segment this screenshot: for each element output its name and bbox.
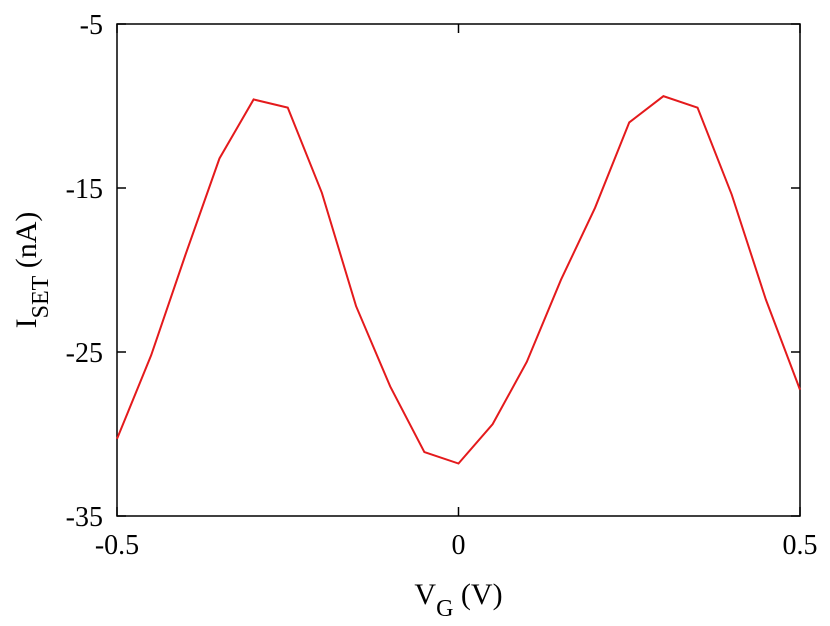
series-layer — [116, 95, 801, 465]
plot-area — [116, 23, 801, 517]
y-axis-title-unit: (nA) — [10, 212, 43, 276]
y-tick-label: -5 — [80, 10, 103, 41]
x-tick-label: 0.5 — [783, 530, 818, 561]
y-axis-title-main: I — [10, 318, 43, 328]
y-tick-label: -25 — [66, 338, 103, 369]
ticks — [116, 23, 801, 517]
y-tick-label: -15 — [66, 174, 103, 205]
x-axis-title-sub: G — [436, 596, 453, 622]
series-line — [116, 95, 801, 465]
tick-labels: -0.5 0 0.5 -35 -25 -15 -5 — [66, 10, 818, 561]
x-axis-title: VG (V) — [414, 578, 502, 622]
x-axis-title-main: V — [414, 578, 436, 611]
y-axis-title-sub: SET — [28, 275, 54, 318]
y-tick-label: -35 — [66, 502, 103, 533]
x-tick-label: 0 — [452, 530, 466, 561]
x-tick-label: -0.5 — [95, 530, 139, 561]
x-axis-title-unit: (V) — [453, 578, 502, 611]
y-axis-title: ISET (nA) — [10, 212, 54, 329]
